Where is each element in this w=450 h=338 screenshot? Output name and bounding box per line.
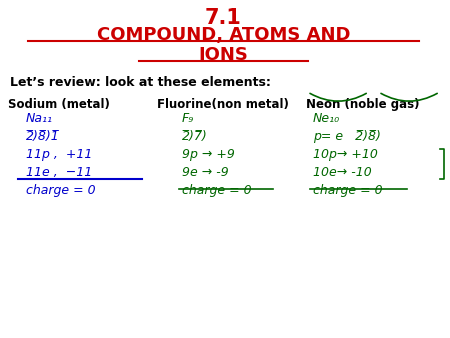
Text: 11e ,  −11: 11e , −11: [26, 166, 92, 179]
Text: Let’s review: look at these elements:: Let’s review: look at these elements:: [10, 76, 271, 89]
Text: charge = 0: charge = 0: [182, 184, 251, 197]
Text: 7.1: 7.1: [205, 8, 242, 28]
Text: 10e→ -10: 10e→ -10: [313, 166, 371, 179]
Text: Neon (noble gas): Neon (noble gas): [306, 98, 419, 111]
Text: 2̅)8̅)1̅: 2̅)8̅)1̅: [26, 130, 59, 143]
Text: 9e → -9: 9e → -9: [182, 166, 228, 179]
Text: Fluorine(non metal): Fluorine(non metal): [157, 98, 288, 111]
Text: p= e   2̅)8̅): p= e 2̅)8̅): [313, 130, 380, 143]
Text: 9p → +9: 9p → +9: [182, 148, 234, 161]
Text: 10p→ +10: 10p→ +10: [313, 148, 378, 161]
Text: 11p ,  +11: 11p , +11: [26, 148, 92, 161]
Text: Na₁₁: Na₁₁: [26, 112, 53, 125]
Text: IONS: IONS: [198, 46, 248, 64]
Text: Sodium (metal): Sodium (metal): [8, 98, 110, 111]
Text: COMPOUND, ATOMS AND: COMPOUND, ATOMS AND: [96, 26, 350, 44]
Text: F₉: F₉: [182, 112, 194, 125]
Text: Ne₁₀: Ne₁₀: [313, 112, 340, 125]
Text: 2̅)7̅): 2̅)7̅): [182, 130, 207, 143]
Text: charge = 0: charge = 0: [26, 184, 95, 197]
Text: charge = 0: charge = 0: [313, 184, 382, 197]
